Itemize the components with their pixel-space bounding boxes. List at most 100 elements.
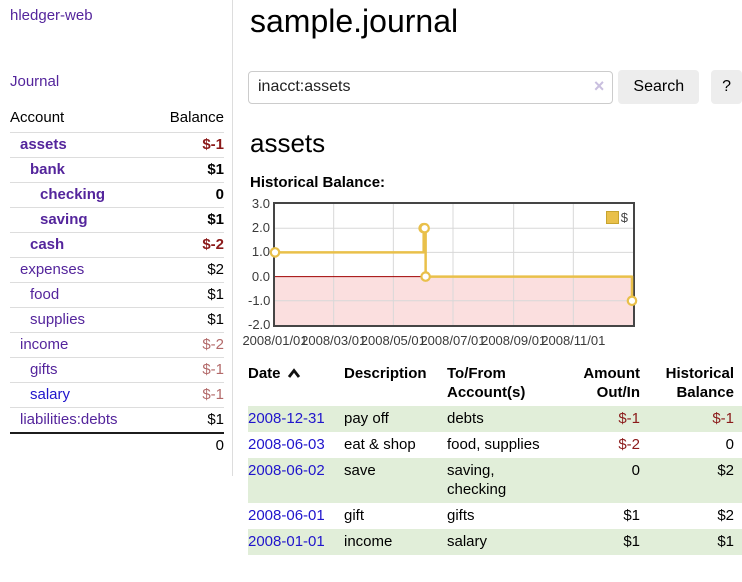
legend-label: $	[620, 210, 628, 225]
sidebar-account-row: saving $1	[10, 207, 224, 233]
search-bar: × Search ?	[248, 70, 742, 104]
sidebar: hledger-web Journal Account Balance asse…	[0, 0, 233, 476]
transaction-balance: $2	[717, 462, 734, 479]
search-input[interactable]	[248, 70, 614, 104]
sidebar-account-link[interactable]: liabilities:debts	[20, 411, 118, 428]
help-button[interactable]: ?	[711, 70, 742, 104]
transaction-date-link[interactable]: 2008-06-01	[248, 507, 325, 524]
sidebar-account-row: bank $1	[10, 157, 224, 183]
register-body: 2008-12-31 pay off debts $-1 $-1 2008-06-03 ea…	[248, 406, 742, 555]
sidebar-account-row: assets $-1	[10, 132, 224, 158]
transaction-amount: 0	[631, 462, 640, 479]
register-column-header: Amount Out/In	[583, 365, 640, 401]
sidebar-account-row: checking 0	[10, 182, 224, 208]
account-title: assets	[250, 128, 326, 158]
sidebar-account-balance: 0	[152, 182, 224, 208]
chart-plot-area: $	[269, 202, 638, 327]
sidebar-account-balance: $1	[152, 207, 224, 233]
accounts-total-balance: 0	[10, 432, 224, 458]
transaction-date-link[interactable]: 2008-01-01	[248, 533, 325, 550]
sidebar-account-balance: $-2	[152, 332, 224, 358]
sidebar-account-link[interactable]: assets	[20, 136, 67, 153]
search-button[interactable]: Search	[618, 70, 700, 104]
accounts-header-row: Account Balance	[10, 107, 224, 133]
transaction-accounts: salary	[447, 533, 488, 550]
register-column-header: Description	[344, 365, 427, 382]
transaction-description: gift	[344, 507, 365, 524]
sidebar-account-row: cash $-2	[10, 232, 224, 258]
sidebar-account-link[interactable]: saving	[40, 211, 88, 228]
sidebar-account-link[interactable]: cash	[30, 236, 65, 253]
sidebar-account-balance: $1	[152, 307, 224, 333]
sidebar-account-balance: $1	[152, 282, 224, 308]
transaction-description: save	[344, 462, 376, 479]
sidebar-account-link[interactable]: food	[30, 286, 60, 303]
journal-nav-link[interactable]: Journal	[10, 73, 60, 90]
register-column-header[interactable]: Date	[248, 360, 344, 406]
register-column-header: Historical Balance	[665, 365, 734, 401]
transaction-amount: $-1	[618, 410, 640, 427]
sidebar-account-row: salary $-1	[10, 382, 224, 408]
transaction-amount: $1	[623, 533, 640, 550]
accounts-header-balance: Balance	[152, 107, 224, 133]
y-axis-tick-label: 0.0	[251, 268, 270, 284]
sidebar-account-balance: $1	[152, 157, 224, 183]
sidebar-account-balance: $1	[207, 411, 224, 428]
x-axis-tick-label: 2008/05/01	[360, 333, 426, 348]
search-box: ×	[248, 70, 614, 104]
sidebar-account-link[interactable]: gifts	[30, 361, 58, 378]
transaction-row: 2008-06-03 eat & shop food, supplies $-2 0	[248, 432, 742, 458]
x-axis-tick-label: 2008/11/01	[541, 333, 606, 348]
sidebar-account-row: gifts $-1	[10, 357, 224, 383]
transaction-row: 2008-06-01 gift gifts $1 $2	[248, 503, 742, 529]
transaction-date-link[interactable]: 2008-06-03	[248, 436, 325, 453]
transaction-balance: $1	[717, 533, 734, 550]
transaction-date-link[interactable]: 2008-12-31	[248, 410, 325, 427]
data-point	[269, 247, 281, 258]
register-header-row: Date Description To/From Account(s) Amount …	[248, 360, 742, 406]
transaction-row: 2008-12-31 pay off debts $-1 $-1	[248, 406, 742, 432]
transaction-row: 2008-06-02 save saving, checking 0 $2	[248, 458, 742, 503]
transaction-accounts: gifts	[447, 507, 475, 524]
x-axis-tick-label: 2008/01/01	[242, 333, 308, 348]
data-point	[626, 295, 638, 307]
chart-title: Historical Balance:	[250, 174, 386, 191]
sidebar-account-row: food $1	[10, 282, 224, 308]
sidebar-account-balance: $-1	[152, 132, 224, 158]
sidebar-account-link[interactable]: salary	[30, 386, 71, 403]
transaction-description: eat & shop	[344, 436, 416, 453]
x-axis-tick-label: 2008/03/01	[301, 333, 367, 348]
accounts-total-row: 0	[10, 432, 224, 458]
clear-search-icon[interactable]: ×	[593, 75, 605, 96]
register-column-header: To/From Account(s)	[447, 365, 526, 401]
y-axis-tick-label: 1.0	[251, 244, 270, 260]
transaction-balance: $-1	[712, 410, 734, 427]
chart-legend: $	[605, 210, 628, 225]
sidebar-account-balance: $-1	[152, 382, 224, 408]
balance-chart: $ 3.0 2.0 1.0 0.0 -1.0 -2.0 2008/01/01 2008/03/…	[242, 196, 742, 350]
sidebar-account-link[interactable]: bank	[30, 161, 66, 178]
sort-ascending-icon	[287, 368, 300, 378]
legend-swatch-icon	[605, 211, 619, 224]
data-point	[419, 222, 430, 234]
sidebar-account-link[interactable]: supplies	[30, 311, 86, 328]
transaction-amount: $-2	[618, 436, 640, 453]
y-axis-tick-label: 3.0	[251, 196, 270, 211]
transaction-accounts: food, supplies	[447, 436, 540, 453]
y-axis-tick-label: 2.0	[251, 220, 270, 236]
sidebar-account-link[interactable]: income	[20, 336, 69, 353]
sidebar-account-balance: $-2	[152, 232, 224, 258]
x-axis-tick-label: 2008/07/01	[420, 333, 486, 348]
brand-link[interactable]: hledger-web	[10, 7, 93, 24]
y-axis-tick-label: -2.0	[248, 317, 271, 332]
data-point	[420, 271, 431, 282]
transaction-date-link[interactable]: 2008-06-02	[248, 462, 325, 479]
transaction-balance: 0	[725, 436, 734, 453]
x-axis-tick-label: 2008/09/01	[481, 333, 547, 348]
sidebar-account-link[interactable]: expenses	[20, 261, 85, 278]
transaction-balance: $2	[717, 507, 734, 524]
sidebar-account-link[interactable]: checking	[40, 186, 106, 203]
page-title: sample.journal	[250, 3, 459, 39]
sidebar-account-row: income $-2	[10, 332, 224, 358]
accounts-body: assets $-1 bank $1 checking 0 saving $1 cash $-2 e…	[10, 132, 224, 434]
